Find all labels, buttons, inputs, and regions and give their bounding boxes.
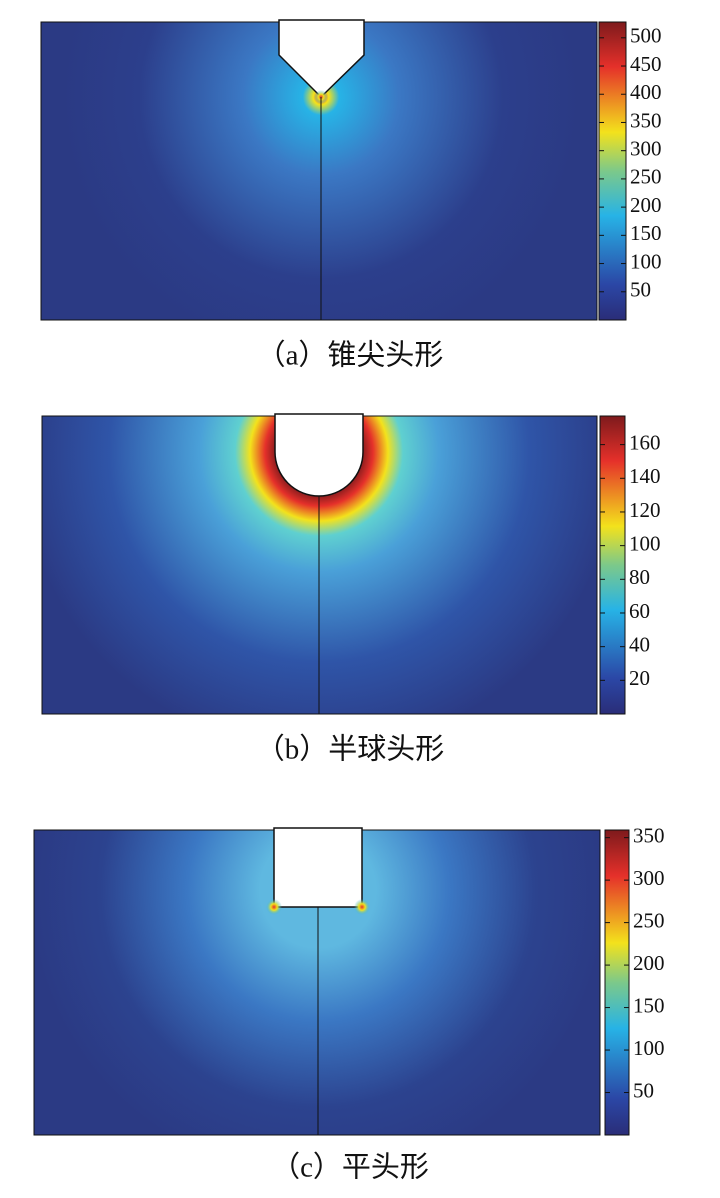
colorbar-tick-label: 150 bbox=[630, 221, 662, 245]
panel-a bbox=[40, 19, 598, 321]
colorbar-tick-label: 150 bbox=[633, 993, 665, 1017]
colorbar bbox=[599, 415, 626, 715]
colorbar-tick-label: 120 bbox=[629, 498, 661, 522]
colorbar-tick-label: 140 bbox=[629, 464, 661, 488]
colorbar-tick-label: 100 bbox=[633, 1036, 665, 1060]
colorbar bbox=[604, 829, 630, 1136]
panel-c bbox=[33, 827, 601, 1136]
colorbar-tick-label: 50 bbox=[630, 278, 651, 302]
colorbar-tick-label: 350 bbox=[630, 108, 662, 132]
colorbar-tick-label: 20 bbox=[629, 666, 650, 690]
cutout bbox=[274, 413, 364, 497]
colorbar-tick-label: 400 bbox=[630, 80, 662, 104]
caption: （a）锥尖头形 bbox=[257, 339, 444, 372]
colorbar-tick-label: 300 bbox=[633, 866, 665, 890]
colorbar-tick-label: 200 bbox=[630, 193, 662, 217]
hot-spot bbox=[266, 899, 282, 915]
colorbar-tick-label: 60 bbox=[629, 599, 650, 623]
hot-spot bbox=[354, 899, 370, 915]
colorbar-tick-label: 100 bbox=[630, 249, 662, 273]
colorbar-tick-label: 100 bbox=[629, 531, 661, 555]
colorbar-tick-label: 80 bbox=[629, 565, 650, 589]
caption: （b）半球头形 bbox=[256, 733, 445, 766]
colorbar-tick-label: 250 bbox=[630, 165, 662, 189]
caption: （c）平头形 bbox=[271, 1152, 429, 1184]
colorbar-tick-label: 450 bbox=[630, 52, 662, 76]
colorbar-tick-label: 300 bbox=[630, 136, 662, 160]
colorbar bbox=[598, 21, 627, 321]
colorbar-tick-label: 350 bbox=[633, 823, 665, 847]
colorbar-tick-label: 500 bbox=[630, 24, 662, 48]
cutout bbox=[278, 19, 365, 99]
colorbar-tick-label: 250 bbox=[633, 908, 665, 932]
cutout bbox=[273, 827, 363, 908]
colorbar-tick-label: 200 bbox=[633, 951, 665, 975]
colorbar-tick-label: 40 bbox=[629, 632, 650, 656]
colorbar-tick-label: 50 bbox=[633, 1078, 654, 1102]
colorbar-tick-label: 160 bbox=[629, 430, 661, 454]
panel-b bbox=[41, 413, 598, 715]
